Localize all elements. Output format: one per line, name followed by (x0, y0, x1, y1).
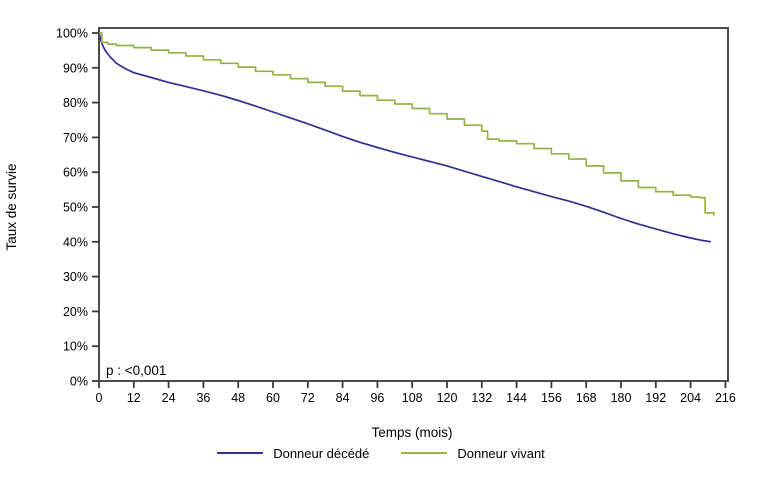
x-tick-label: 156 (541, 391, 562, 405)
x-tick-label: 180 (611, 391, 632, 405)
y-tick-label: 40% (63, 235, 88, 249)
curve-donneur-vivant (99, 32, 715, 216)
y-tick-label: 50% (63, 201, 88, 215)
y-tick-label: 60% (63, 166, 88, 180)
x-tick-label: 132 (471, 391, 492, 405)
x-tick-label: 168 (576, 391, 597, 405)
y-tick-label: 80% (63, 96, 88, 110)
x-tick-label: 72 (301, 391, 315, 405)
y-tick-label: 90% (63, 61, 88, 75)
legend-line-swatch (217, 452, 264, 454)
x-axis-title: Temps (mois) (371, 425, 452, 440)
plot-frame (98, 27, 729, 382)
x-tick-label: 204 (680, 391, 701, 405)
x-tick-label: 84 (336, 391, 350, 405)
axis-ticks: 0% 10% 20% 30% 40% 50% 60% 70% 80% 90% 100% 0 12 24 36… (56, 27, 736, 406)
x-tick-label: 48 (231, 391, 245, 405)
x-tick-label: 216 (715, 391, 736, 405)
p-value-annotation: p : <0,001 (106, 363, 166, 378)
legend-label: Donneur vivant (457, 445, 545, 461)
x-tick-label: 144 (506, 391, 527, 405)
x-tick-label: 12 (127, 391, 141, 405)
x-tick-label: 0 (96, 391, 103, 405)
y-axis-title: Taux de survie (4, 163, 19, 250)
x-tick-label: 60 (266, 391, 280, 405)
y-tick-label: 10% (63, 340, 88, 354)
x-tick-label: 24 (162, 391, 176, 405)
y-tick-label: 70% (63, 131, 88, 145)
x-tick-label: 108 (402, 391, 423, 405)
chart-legend: Donneur décédé Donneur vivant (0, 442, 762, 464)
legend-line-swatch (401, 452, 448, 454)
curve-donneur-decede (98, 32, 712, 243)
x-tick-label: 120 (437, 391, 458, 405)
x-tick-label: 192 (645, 391, 666, 405)
y-tick-label: 20% (63, 305, 88, 319)
legend-label: Donneur décédé (273, 445, 370, 461)
y-tick-label: 0% (70, 375, 88, 389)
x-tick-label: 36 (196, 391, 210, 405)
legend-item-donneur-decede: Donneur décédé (217, 446, 369, 461)
plot-border (98, 27, 729, 382)
survival-curves (98, 32, 715, 243)
y-tick-label: 30% (63, 270, 88, 284)
legend-item-donneur-vivant: Donneur vivant (401, 445, 545, 461)
x-tick-label: 96 (370, 391, 384, 405)
y-tick-label: 100% (56, 27, 88, 41)
